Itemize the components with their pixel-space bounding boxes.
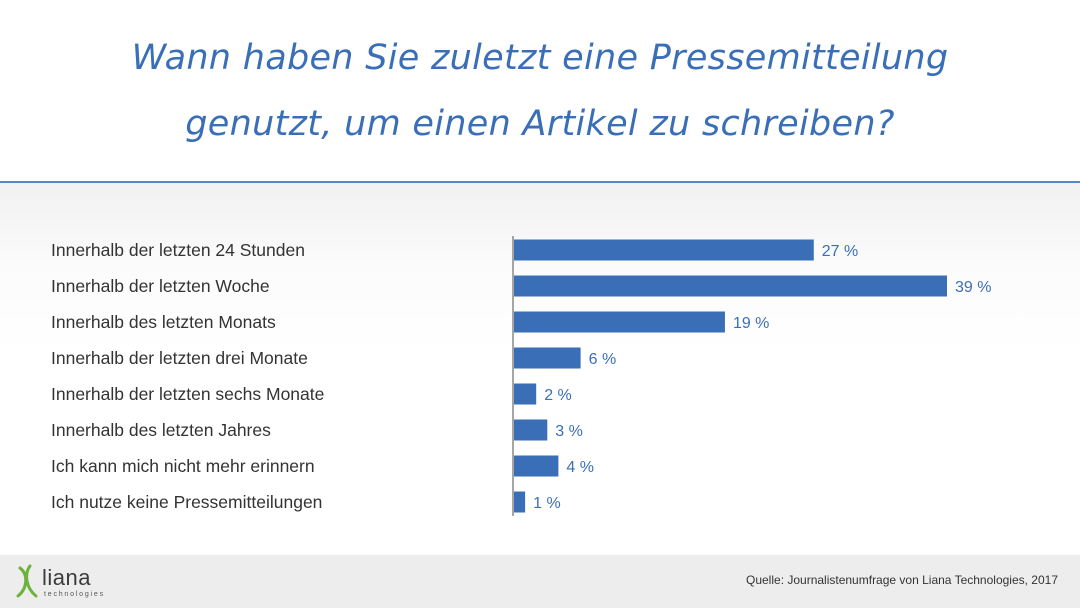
liana-leaf-icon [16,564,38,598]
value-label: 4 % [566,459,594,476]
bar [514,419,548,441]
source-note: Quelle: Journalistenumfrage von Liana Te… [746,573,1058,587]
bar [514,455,559,477]
value-label: 19 % [733,315,769,332]
category-label: Ich nutze keine Pressemitteilungen [51,492,322,512]
title-area: Wann haben Sie zuletzt eine Pressemittei… [0,0,1080,181]
value-label: 1 % [533,495,561,512]
value-label: 39 % [955,279,991,296]
category-label: Innerhalb der letzten Woche [51,276,270,296]
category-label: Ich kann mich nicht mehr erinnern [51,456,315,476]
chart-title-line-1: Wann haben Sie zuletzt eine Pressemittei… [131,38,949,78]
value-label: 6 % [589,351,617,368]
logo-wordmark: liana [42,565,91,590]
value-label: 27 % [822,243,858,260]
footer-bar [0,555,1080,608]
bar [514,347,581,369]
bar [514,239,814,261]
value-label: 2 % [544,387,572,404]
bar [514,275,947,297]
category-label: Innerhalb des letzten Monats [51,312,276,332]
chart-title-line-2: genutzt, um einen Artikel zu schreiben? [185,104,895,144]
bar [514,311,725,333]
bar [514,491,526,513]
category-label: Innerhalb des letzten Jahres [51,420,271,440]
title-divider [0,181,1080,183]
category-label: Innerhalb der letzten drei Monate [51,348,308,368]
category-label: Innerhalb der letzten 24 Stunden [51,240,305,260]
category-label: Innerhalb der letzten sechs Monate [51,384,324,404]
logo-subtitle: technologies [44,591,105,598]
value-label: 3 % [555,423,583,440]
bar [514,383,537,405]
